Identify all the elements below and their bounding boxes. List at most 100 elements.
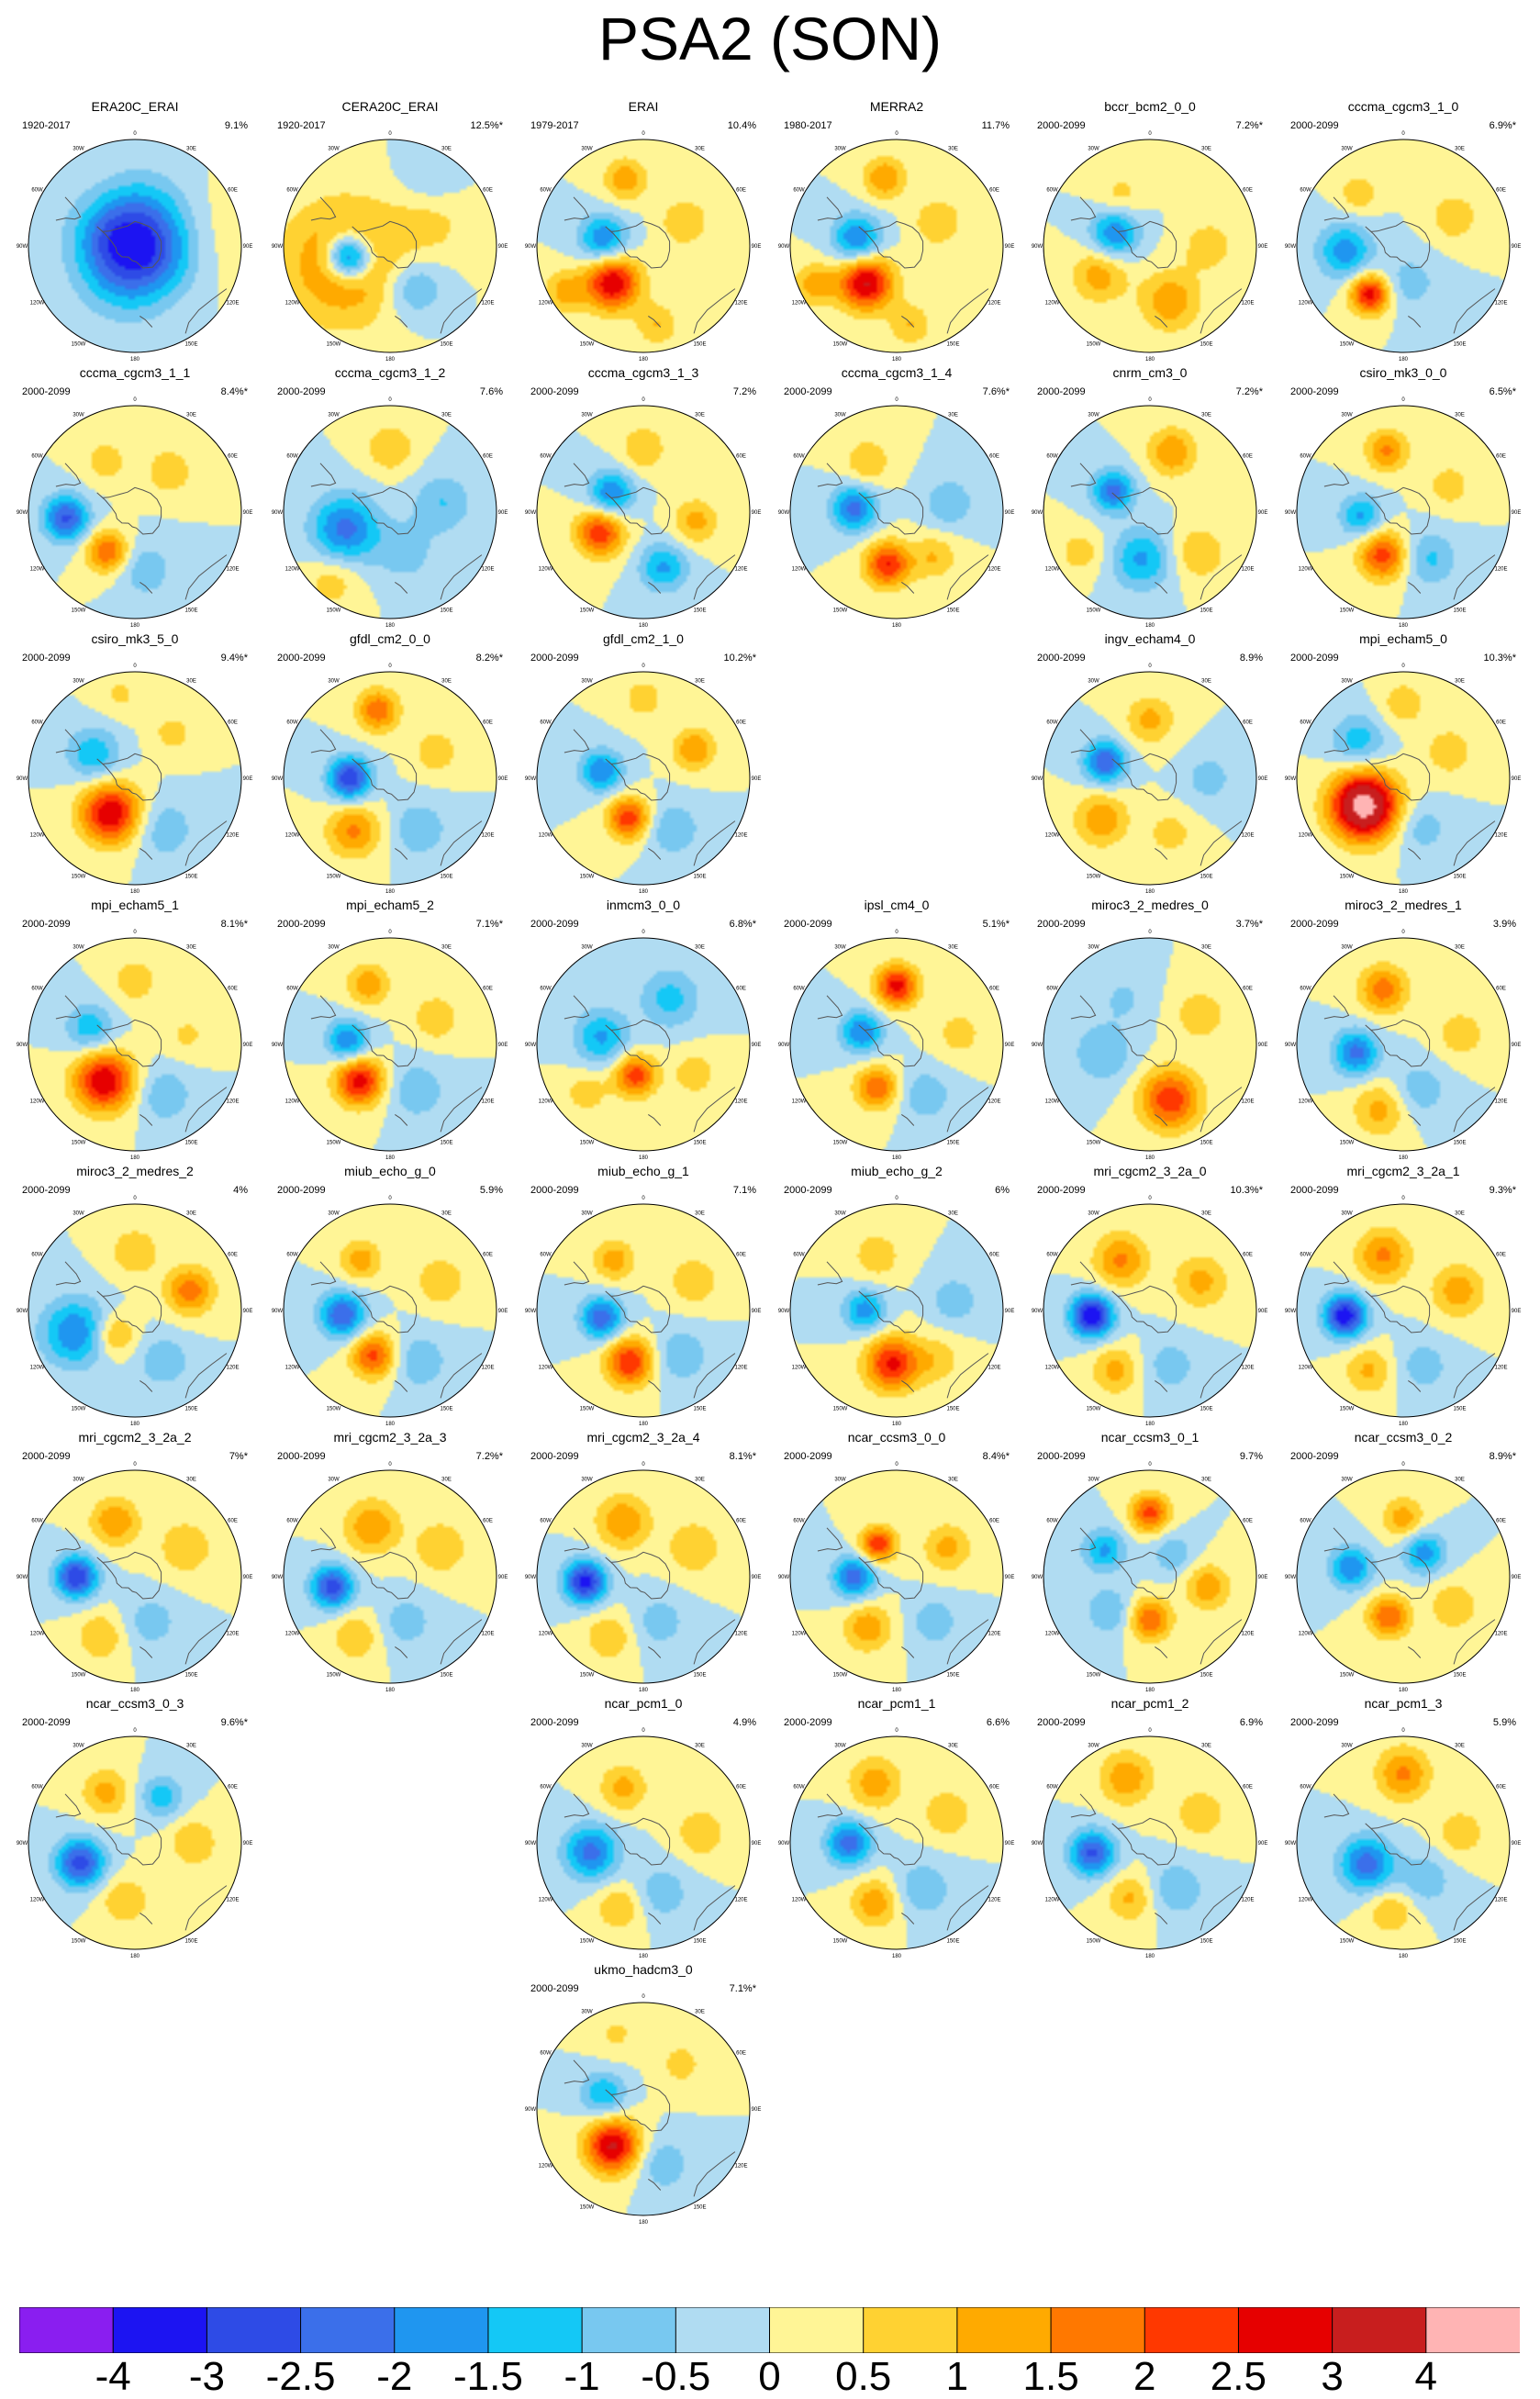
polar-map: 0 30E 60E 90E 120E 150E 180 150W 120W 90W 60W 30W [778, 397, 1015, 629]
longitude-label: 0 [1401, 1462, 1405, 1467]
polar-map: 0 30E 60E 90E 120E 150E 180 150W 120W 90W 60W 30W [1285, 1462, 1522, 1693]
longitude-label: 60E [1496, 1253, 1506, 1258]
longitude-label: 90W [1032, 1309, 1043, 1314]
longitude-label: 120W [792, 1632, 807, 1637]
longitude-label: 120E [226, 833, 239, 839]
longitude-label: 60E [1496, 188, 1506, 194]
map-border [1296, 139, 1511, 353]
longitude-label: 120E [481, 1366, 494, 1371]
antarctica-outline [605, 2083, 671, 2132]
longitude-label: 180 [385, 889, 396, 895]
south-america-outline [310, 463, 337, 487]
antarctica-outline [1365, 486, 1431, 535]
map-border [1043, 1735, 1257, 1950]
longitude-label: 60W [1300, 720, 1311, 726]
longitude-label: 60W [1300, 454, 1311, 460]
australia-outline [1200, 820, 1243, 866]
longitude-label: 120E [226, 1366, 239, 1371]
antarctica-outline [96, 220, 162, 269]
map-border [283, 1203, 497, 1418]
longitude-label: 60E [1243, 720, 1253, 726]
south-america-outline [1070, 1793, 1097, 1818]
longitude-label: 0 [895, 1728, 898, 1734]
longitude-label: 60E [483, 1253, 493, 1258]
panel-variance: 8.4%* [220, 386, 248, 397]
panel-variance: 7.6%* [982, 386, 1010, 397]
new-zealand-outline [1408, 315, 1422, 328]
longitude-label: 120W [1045, 833, 1060, 839]
panel-years: 2000-2099 [22, 386, 71, 397]
longitude-label: 0 [642, 664, 645, 669]
antarctica-outline [352, 486, 418, 535]
new-zealand-outline [1155, 847, 1168, 860]
australia-outline [1453, 1619, 1496, 1665]
australia-outline [184, 288, 228, 334]
panel-variance: 5.1%* [982, 919, 1010, 930]
longitude-label: 150W [327, 1407, 341, 1412]
new-zealand-outline [901, 315, 915, 328]
map-panel: csiro_mk3_0_0 2000-2099 6.5%* 0 30E 60E 90E 120… [1283, 365, 1523, 631]
longitude-label: 0 [388, 1196, 392, 1201]
longitude-label: 60E [989, 1785, 999, 1791]
longitude-label: 180 [892, 623, 902, 629]
longitude-label: 60W [286, 720, 298, 726]
new-zealand-outline [1408, 847, 1422, 860]
colorbar-tick-label: 2.5 [1210, 2354, 1267, 2399]
panel-title: ERAI [628, 99, 659, 114]
panel-title: cccma_cgcm3_1_3 [587, 365, 699, 380]
longitude-label: 60W [540, 454, 552, 460]
panel-title: cccma_cgcm3_1_4 [841, 365, 953, 380]
polar-map: 0 30E 60E 90E 120E 150E 180 150W 120W 90W 60W 30W [272, 664, 508, 895]
panel-years: 2000-2099 [784, 386, 832, 397]
longitude-label: 180 [639, 889, 649, 895]
new-zealand-outline [901, 1113, 915, 1126]
south-america-outline [564, 1527, 590, 1552]
colorbar-swatch [394, 2307, 489, 2353]
longitude-label: 120E [481, 1632, 494, 1637]
map-panel: CERA20C_ERAI 1920-2017 12.5%* 0 30E 60E 90E 120… [270, 99, 510, 365]
polar-map: 0 30E 60E 90E 120E 150E 180 150W 120W 90W 60W 30W [272, 930, 508, 1161]
antarctica-outline [1111, 486, 1177, 535]
longitude-label: 120E [481, 1099, 494, 1105]
longitude-label: 180 [130, 1954, 140, 1959]
longitude-label: 180 [1399, 357, 1409, 363]
panel-variance: 7.2%* [475, 1451, 503, 1462]
polar-map: 0 30E 60E 90E 120E 150E 180 150W 120W 90W 60W 30W [1285, 397, 1522, 629]
longitude-label: 30W [73, 147, 84, 152]
map-panel: bccr_bcm2_0_0 2000-2099 7.2%* 0 30E 60E 90E 120… [1030, 99, 1270, 365]
longitude-label: 30W [834, 1478, 846, 1483]
panel-years: 2000-2099 [784, 1185, 832, 1196]
panel-variance: 4% [233, 1185, 248, 1196]
longitude-label: 150E [1453, 1939, 1466, 1945]
longitude-label: 30W [73, 413, 84, 418]
longitude-label: 30E [948, 413, 958, 418]
longitude-label: 30W [328, 679, 340, 685]
polar-map: 0 30E 60E 90E 120E 150E 180 150W 120W 90W 60W 30W [1032, 930, 1268, 1161]
polar-map: 0 30E 60E 90E 120E 150E 180 150W 120W 90W 60W 30W [272, 397, 508, 629]
longitude-label: 0 [642, 1462, 645, 1467]
longitude-label: 120W [30, 1632, 45, 1637]
contour-field [790, 938, 1003, 1151]
contour-field [1043, 938, 1256, 1151]
colorbar-tick-label: -1 [564, 2354, 600, 2399]
map-panel: mri_cgcm2_3_2a_3 2000-2099 7.2%* 0 30E 60E 90E… [270, 1430, 510, 1696]
south-america-outline [1323, 1527, 1350, 1552]
antarctica-outline [605, 220, 671, 269]
longitude-label: 30E [948, 1211, 958, 1217]
south-america-outline [310, 196, 337, 221]
colorbar-swatch [1332, 2307, 1427, 2353]
polar-map: 0 30E 60E 90E 120E 150E 180 150W 120W 90W 60W 30W [778, 1196, 1015, 1427]
longitude-label: 120E [734, 1632, 747, 1637]
longitude-label: 90E [243, 510, 253, 516]
contour-field [1043, 672, 1256, 885]
map-border [536, 405, 751, 619]
longitude-label: 60E [228, 1785, 238, 1791]
panel-years: 2000-2099 [22, 653, 71, 664]
longitude-label: 30W [1341, 679, 1353, 685]
longitude-label: 60W [1046, 454, 1058, 460]
contour-field [28, 139, 241, 352]
map-border [1296, 405, 1511, 619]
longitude-label: 180 [639, 1155, 649, 1161]
australia-outline [184, 1619, 228, 1665]
contour-field [28, 406, 241, 619]
